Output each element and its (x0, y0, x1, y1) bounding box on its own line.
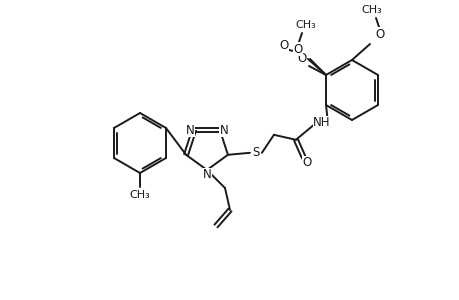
Text: CH₃: CH₃ (129, 190, 150, 200)
Text: CH₃: CH₃ (295, 20, 316, 30)
Text: CH₃: CH₃ (361, 5, 381, 15)
Text: O: O (293, 43, 302, 56)
Text: O: O (297, 52, 306, 64)
Text: N: N (219, 124, 228, 137)
Text: NH: NH (313, 116, 330, 129)
Text: S: S (252, 146, 259, 159)
Text: O: O (302, 156, 311, 169)
Text: O: O (279, 38, 288, 52)
Text: N: N (202, 169, 211, 182)
Text: O: O (375, 28, 384, 40)
Text: N: N (185, 124, 194, 137)
